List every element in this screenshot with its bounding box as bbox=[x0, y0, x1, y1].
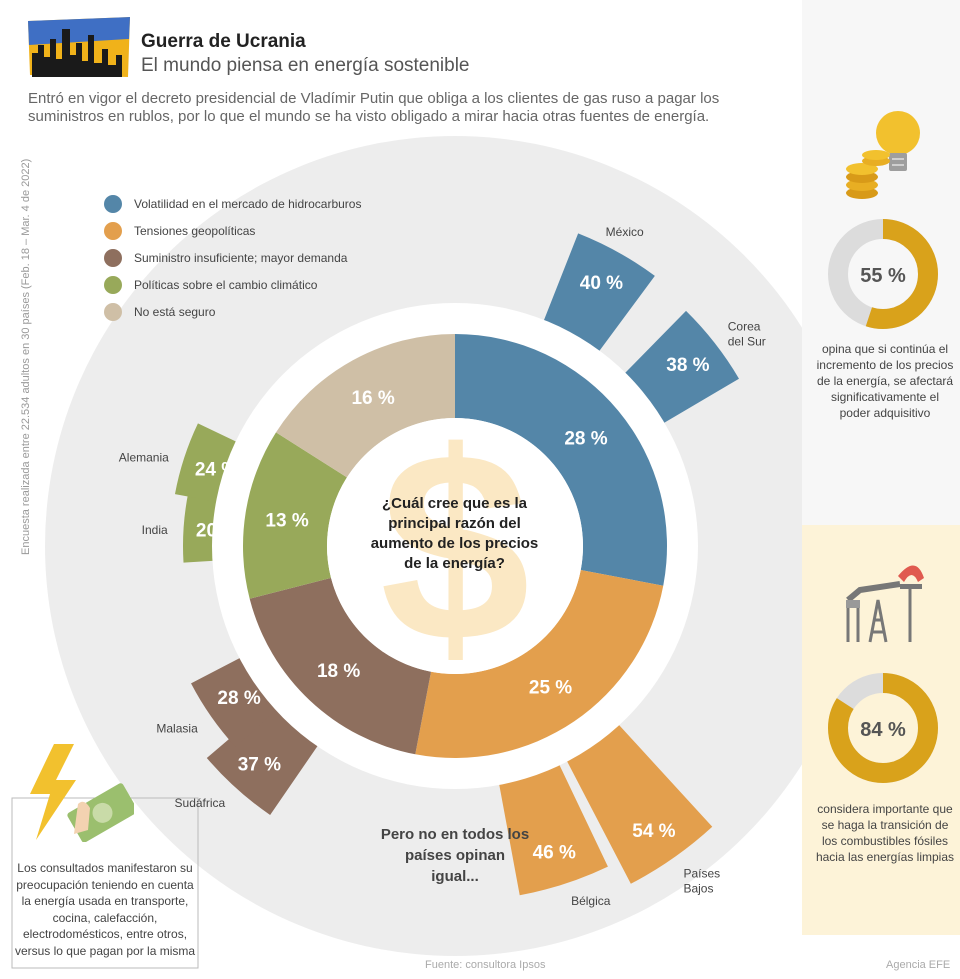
country-name-label: Sudáfrica bbox=[175, 796, 226, 810]
legend-swatch bbox=[104, 249, 122, 267]
city-flag-icon bbox=[28, 17, 130, 77]
legend-label: No está seguro bbox=[134, 305, 216, 319]
donut-slices bbox=[243, 334, 668, 758]
legend-item: Tensiones geopolíticas bbox=[104, 222, 255, 240]
country-name-label: India bbox=[142, 523, 168, 537]
country-name-label: Alemania bbox=[119, 451, 169, 465]
legend-item: Políticas sobre el cambio climático bbox=[104, 276, 317, 294]
center-question: ¿Cuál cree que es la principal razón del… bbox=[370, 495, 539, 572]
source-text: Fuente: consultora Ipsos bbox=[425, 959, 546, 971]
stat-caption: opina que si continúa el incremento de l… bbox=[816, 342, 954, 420]
agency-text: Agencia EFE bbox=[886, 959, 951, 971]
legend-label: Suministro insuficiente; mayor demanda bbox=[134, 251, 348, 265]
legend-swatch bbox=[104, 195, 122, 213]
legend-item: Suministro insuficiente; mayor demanda bbox=[104, 249, 347, 267]
energy-donut-chart: $ 28 % 25 % 18 % 13 % 16 % 40 % México 38 % Core… bbox=[119, 225, 766, 908]
oil-pump-icon bbox=[846, 565, 924, 643]
country-name-label: Países bbox=[683, 866, 720, 880]
country-value-label: 46 % bbox=[533, 842, 576, 863]
country-value-label: 24 % bbox=[195, 459, 238, 480]
stat-donut-84: 84 % bbox=[828, 673, 938, 783]
dollar-sign-icon: $ bbox=[380, 397, 530, 698]
donut-slice bbox=[276, 334, 455, 478]
legend-label: Políticas sobre el cambio climático bbox=[134, 278, 318, 292]
left-note: Los consultados manifestaron su preocupa… bbox=[14, 861, 196, 958]
slice-label: 18 % bbox=[317, 661, 360, 682]
country-value-label: 40 % bbox=[580, 273, 623, 294]
stat-value: 55 % bbox=[860, 265, 906, 287]
stat-caption: considera importante que se haga la tran… bbox=[815, 802, 955, 864]
donut-slice bbox=[249, 577, 432, 755]
slice-label: 16 % bbox=[351, 388, 394, 409]
chart-labels: 28 % 25 % 18 % 13 % 16 % 40 % México 38 % Coread… bbox=[119, 225, 766, 908]
donut-slice bbox=[243, 432, 347, 599]
country-name-label: Malasia bbox=[156, 722, 198, 736]
country-value-label: 54 % bbox=[632, 821, 675, 842]
slice-label: 25 % bbox=[529, 678, 572, 699]
donut-hole bbox=[327, 418, 583, 674]
legend-item: Volatilidad en el mercado de hidrocarbur… bbox=[104, 195, 361, 213]
donut-slice bbox=[415, 569, 664, 758]
legend-label: Tensiones geopolíticas bbox=[134, 224, 256, 238]
stat-donut-55: 55 % bbox=[828, 219, 938, 329]
legend-swatch bbox=[104, 276, 122, 294]
country-value-label: 37 % bbox=[238, 754, 281, 775]
page-subtitle: El mundo piensa en energía sostenible bbox=[141, 55, 470, 76]
legend-label: Volatilidad en el mercado de hidrocarbur… bbox=[134, 197, 362, 211]
stat-ring-fill bbox=[828, 673, 938, 783]
country-value-label: 28 % bbox=[217, 688, 260, 709]
stat-ring-fill bbox=[828, 219, 938, 329]
country-name-label: Corea bbox=[728, 319, 761, 333]
country-name-label: México bbox=[606, 225, 644, 239]
country-name-label: del Sur bbox=[728, 334, 766, 348]
country-name-label: Bajos bbox=[683, 881, 713, 895]
legend-swatch bbox=[104, 303, 122, 321]
countries-note: Pero no en todos los países opinan igual… bbox=[380, 826, 530, 885]
legend-item: No está seguro bbox=[104, 303, 215, 321]
donut-slice bbox=[455, 334, 668, 586]
country-name-label: Bélgica bbox=[571, 894, 611, 908]
stat-value: 84 % bbox=[860, 719, 906, 741]
country-value-label: 38 % bbox=[666, 355, 709, 376]
legend-swatch bbox=[104, 222, 122, 240]
intro-text: Entró en vigor el decreto presidencial d… bbox=[28, 90, 720, 125]
lightning-money-icon bbox=[30, 744, 134, 842]
slice-label: 13 % bbox=[265, 510, 308, 531]
coins-lightbulb-icon bbox=[846, 111, 920, 199]
slice-label: 28 % bbox=[564, 429, 607, 450]
country-value-label: 20 % bbox=[196, 520, 239, 541]
page-title: Guerra de Ucrania bbox=[141, 31, 306, 52]
